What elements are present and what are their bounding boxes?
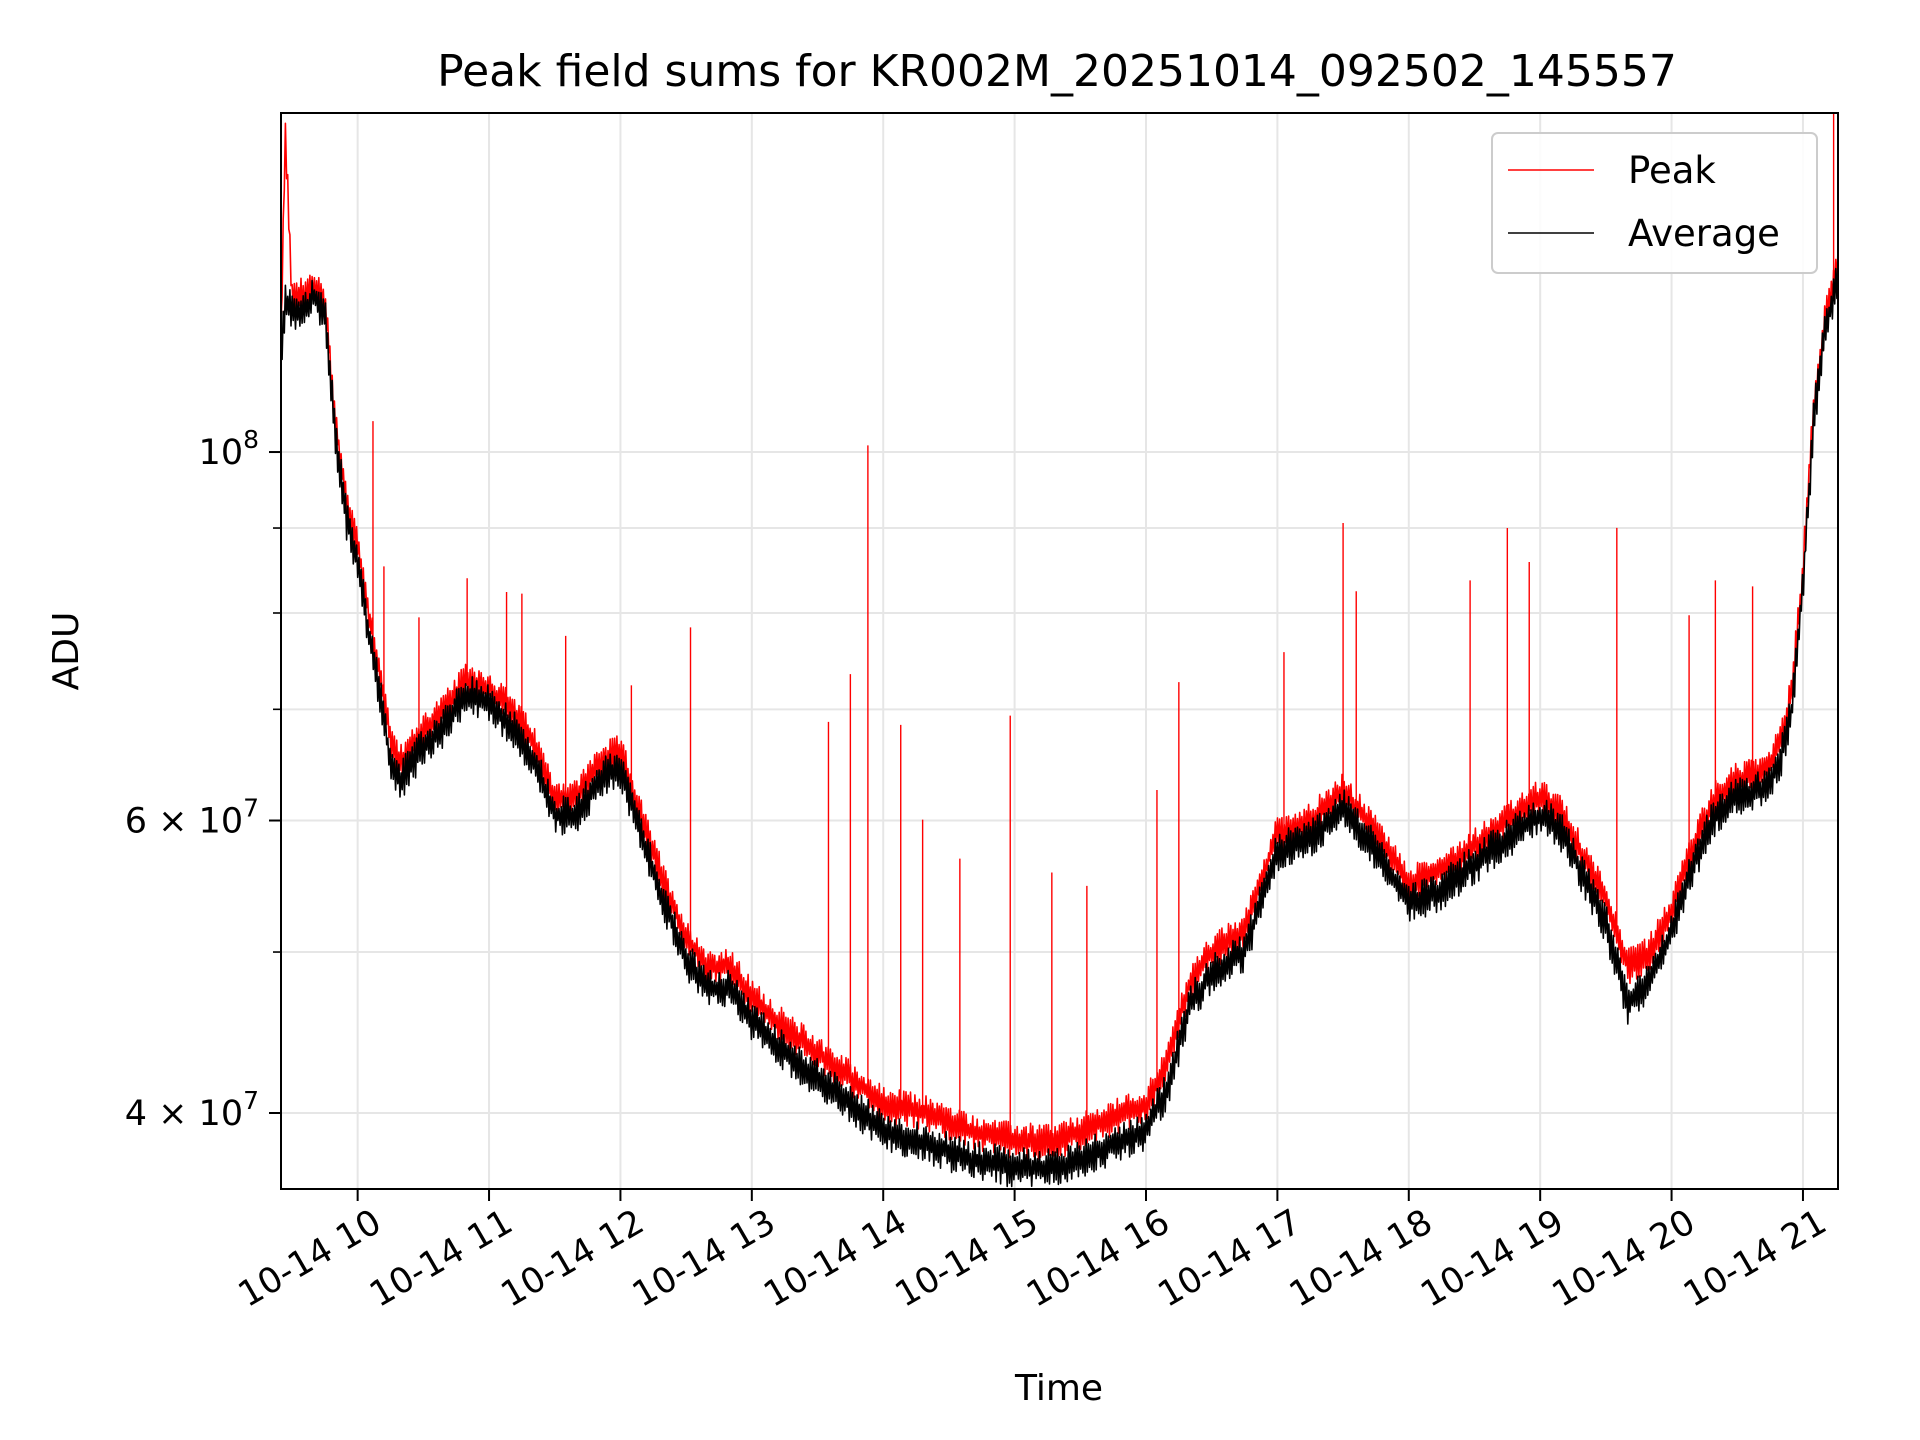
peak-spikes [372, 113, 1835, 1141]
x-axis-label: Time [1014, 1368, 1103, 1409]
y-tick-label: 108 [199, 425, 259, 473]
average-series-line [280, 261, 1839, 1188]
legend-average-label: Average [1628, 212, 1780, 255]
legend-peak-label: Peak [1628, 149, 1716, 192]
y-tick-label: 6 × 107 [125, 794, 259, 842]
grid [281, 113, 1838, 1189]
y-tick-label: 4 × 107 [125, 1086, 259, 1134]
y-axis-ticks: 108 6 × 107 4 × 107 [125, 425, 281, 1134]
chart-title: Peak field sums for KR002M_20251014_0925… [437, 46, 1677, 97]
legend-box [1491, 132, 1818, 274]
legend: Peak Average [1491, 132, 1818, 274]
plot-frame [280, 112, 1839, 1190]
y-axis-label: ADU [46, 612, 87, 691]
